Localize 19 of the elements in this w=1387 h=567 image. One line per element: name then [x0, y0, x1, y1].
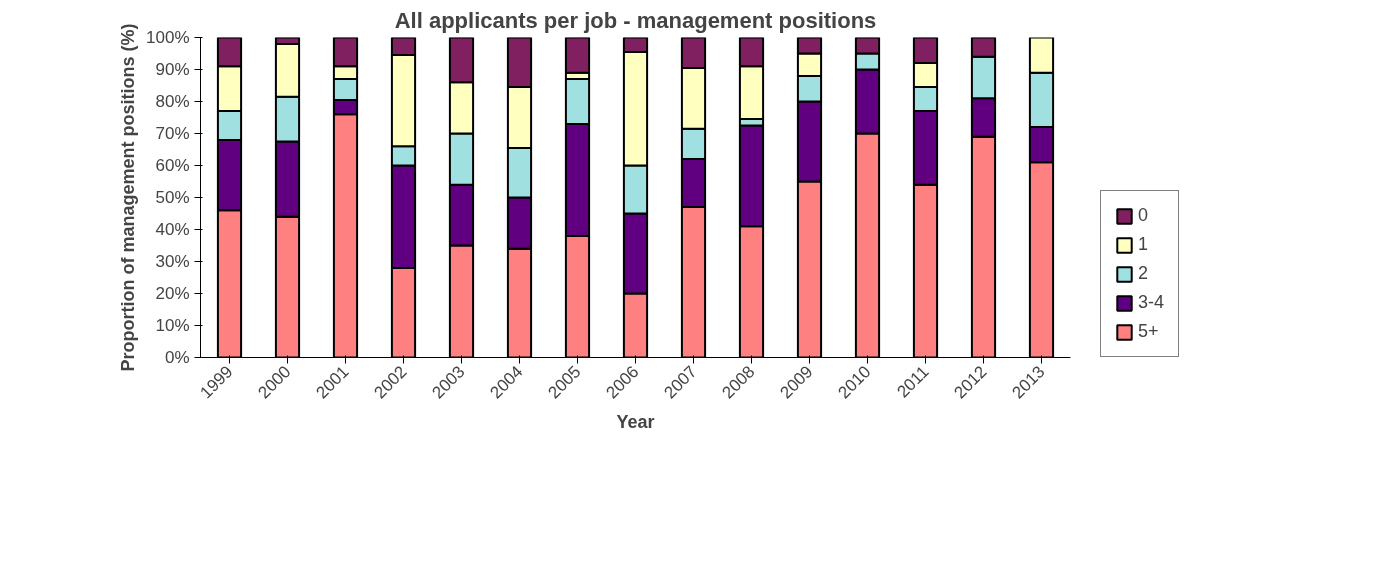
x-axis-title: Year — [616, 411, 655, 432]
y-tick-label: 20% — [155, 284, 190, 303]
y-tick-label: 80% — [155, 92, 190, 111]
chart-title: All applicants per job - management positions — [394, 7, 877, 33]
y-tick-label: 70% — [155, 124, 190, 143]
legend-label: 2 — [1138, 263, 1149, 284]
y-tick-label: 10% — [155, 316, 190, 335]
y-tick-label: 100% — [146, 28, 190, 47]
y-axis-title: Proportion of management positions (%) — [118, 23, 139, 372]
y-tick-label: 60% — [155, 156, 190, 175]
y-tick-label: 90% — [155, 60, 190, 79]
legend-label: 1 — [1138, 234, 1149, 255]
y-tick-label: 50% — [155, 188, 190, 207]
legend-label: 0 — [1138, 205, 1149, 226]
y-tick-label: 0% — [164, 348, 190, 367]
legend-label: 3-4 — [1138, 292, 1165, 313]
y-tick-label: 40% — [155, 220, 190, 239]
legend-label: 5+ — [1138, 321, 1159, 342]
y-tick-label: 30% — [155, 252, 190, 271]
